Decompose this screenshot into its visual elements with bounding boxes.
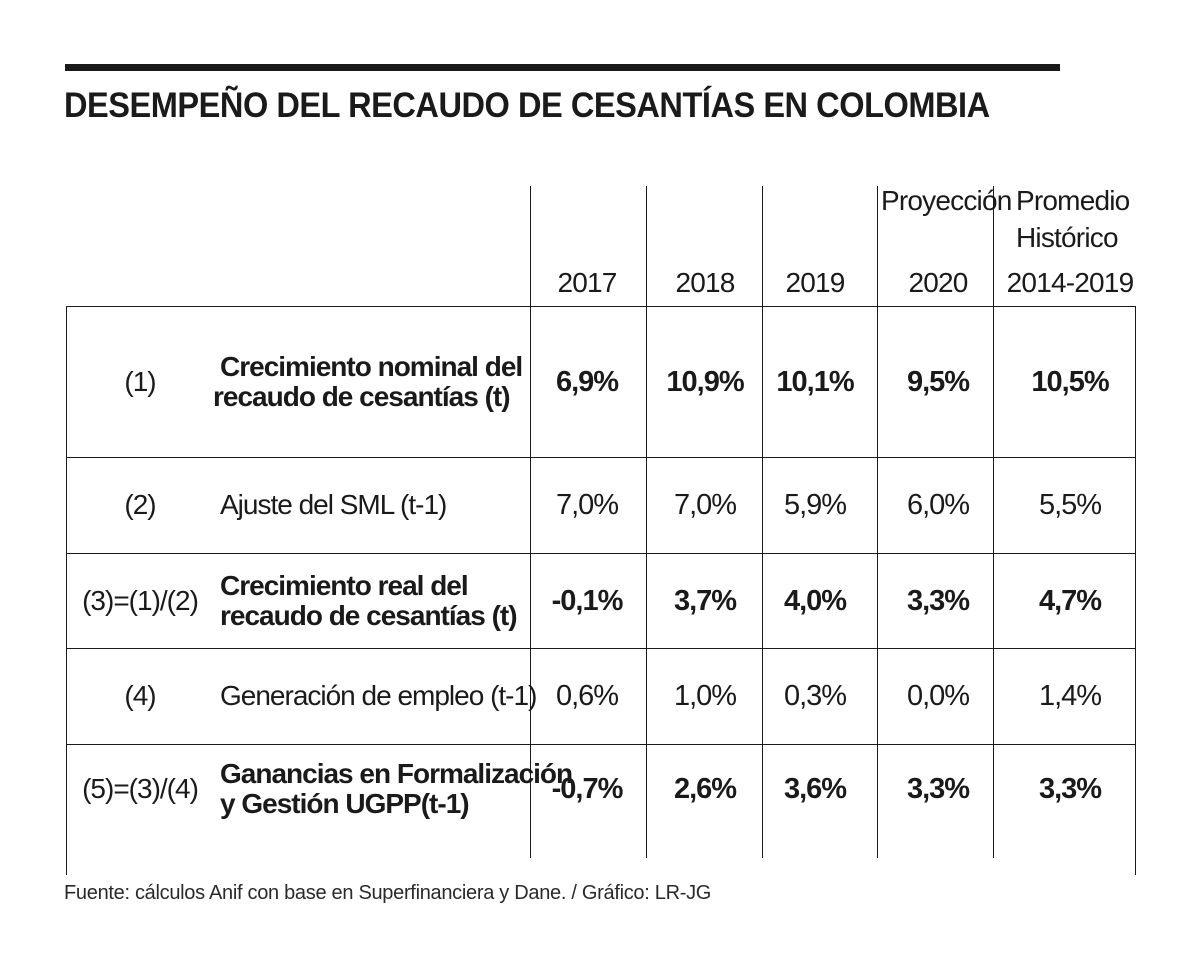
row-label-line1: Ajuste del SML (t-1) — [220, 489, 447, 520]
row-label: Generación de empleo (t-1) — [220, 680, 537, 711]
table-cell: 10,1% — [776, 365, 854, 398]
row-label-line1: Generación de empleo (t-1) — [220, 680, 537, 711]
table-cell: 6,0% — [906, 489, 970, 521]
header-historico: Histórico — [1016, 222, 1119, 253]
row-label: Crecimiento nominal del recaudo de cesant… — [213, 350, 523, 412]
row-label-line2: recaudo de cesantías (t) — [220, 599, 518, 631]
source-note: Fuente: cálculos Anif con base en Superf… — [64, 882, 712, 904]
row-label: Ganancias en Formalización y Gestión UGPP… — [220, 758, 573, 819]
chart-title: DESEMPEÑO DEL RECAUDO DE CESANTÍAS EN CO… — [64, 86, 990, 125]
table-cell: 3,7% — [673, 584, 737, 617]
table-cell: 4,0% — [783, 584, 847, 617]
row-label-line2: recaudo de cesantías (t) — [213, 380, 511, 412]
row-label: Ajuste del SML (t-1) — [220, 489, 447, 520]
table-right-border — [1135, 306, 1136, 875]
table-cell: 0,0% — [906, 680, 970, 712]
row-number: (2) — [124, 489, 156, 520]
table-cell: 2,6% — [673, 773, 737, 805]
row-number: (3)=(1)/(2) — [82, 584, 199, 616]
table-cell: 9,5% — [906, 365, 970, 398]
table-left-border — [66, 306, 67, 875]
row-label-line2: y Gestión UGPP(t-1) — [220, 788, 470, 819]
table-cell: -0,7% — [551, 773, 624, 805]
table-cell: 10,9% — [666, 365, 744, 398]
row-divider — [66, 457, 1135, 458]
row-number: (1) — [124, 365, 156, 397]
row-label-line1: Crecimiento nominal del — [220, 350, 523, 382]
table-cell: 7,0% — [555, 489, 619, 521]
col-header-2014-2019: 2014-2019 — [1006, 267, 1135, 298]
table-cell: 7,0% — [673, 489, 737, 521]
table-cell: -0,1% — [551, 584, 624, 617]
column-divider — [530, 186, 531, 858]
col-header-2020: 2020 — [908, 267, 968, 298]
table-cell: 3,6% — [783, 773, 847, 805]
col-header-2018: 2018 — [675, 267, 735, 298]
top-rule — [65, 64, 1060, 71]
table-cell: 3,3% — [906, 584, 970, 617]
column-divider — [993, 186, 994, 858]
table-cell: 0,6% — [555, 680, 619, 712]
table-cell: 5,9% — [783, 489, 847, 521]
col-header-2017: 2017 — [557, 267, 617, 298]
table-cell: 1,0% — [673, 680, 737, 712]
header-proyeccion: Proyección — [881, 185, 1012, 216]
column-divider — [877, 186, 878, 858]
table-cell: 6,9% — [555, 365, 619, 398]
row-label-line1: Crecimiento real del — [220, 569, 469, 601]
col-header-2019: 2019 — [785, 267, 845, 298]
header-promedio: Promedio — [1016, 185, 1130, 216]
table-cell: 5,5% — [1038, 489, 1102, 521]
table-cell: 0,3% — [783, 680, 847, 712]
table-cell: 4,7% — [1038, 584, 1102, 617]
row-divider — [66, 648, 1135, 649]
row-divider — [66, 744, 1135, 745]
column-divider — [646, 186, 647, 858]
table-cell: 3,3% — [906, 773, 970, 805]
row-number: (5)=(3)/(4) — [82, 773, 199, 804]
table-cell: 10,5% — [1031, 365, 1109, 398]
column-divider — [762, 186, 763, 858]
table-cell: 1,4% — [1038, 680, 1102, 712]
row-number: (4) — [124, 680, 156, 711]
row-divider — [66, 553, 1135, 554]
row-divider — [66, 306, 1135, 307]
table-cell: 3,3% — [1038, 773, 1102, 805]
row-label-line1: Ganancias en Formalización — [220, 758, 573, 789]
row-label: Crecimiento real del recaudo de cesantías… — [220, 569, 518, 631]
